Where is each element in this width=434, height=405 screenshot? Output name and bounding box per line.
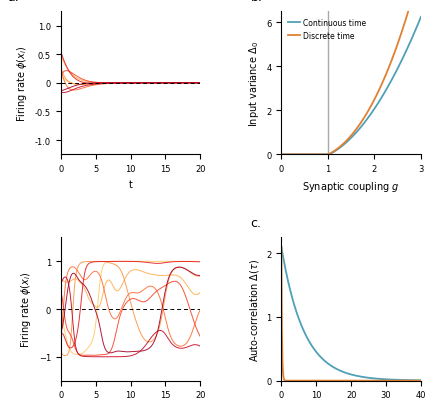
Continuous time <box>308 153 313 158</box>
Discrete time <box>375 92 380 96</box>
Legend: Continuous time, Discrete time: Continuous time, Discrete time <box>285 16 369 44</box>
Line: Discrete time: Discrete time <box>281 0 421 155</box>
Text: a.: a. <box>8 0 20 4</box>
Continuous time <box>279 153 284 158</box>
Continuous time <box>316 153 322 158</box>
Y-axis label: Auto-correlation $\Delta(\tau)$: Auto-correlation $\Delta(\tau)$ <box>248 258 261 361</box>
X-axis label: Synaptic coupling $g$: Synaptic coupling $g$ <box>302 179 400 193</box>
Continuous time <box>389 78 394 83</box>
Discrete time <box>279 153 284 158</box>
Discrete time <box>308 153 313 158</box>
Discrete time <box>316 153 322 158</box>
Line: Continuous time: Continuous time <box>281 18 421 155</box>
Discrete time <box>389 59 394 64</box>
Text: b.: b. <box>251 0 263 4</box>
Continuous time <box>375 102 380 107</box>
Continuous time <box>414 27 419 32</box>
X-axis label: t: t <box>128 179 132 189</box>
Y-axis label: Input variance $\Delta_0$: Input variance $\Delta_0$ <box>247 40 261 126</box>
Text: c.: c. <box>251 216 262 229</box>
Y-axis label: Firing rate $\phi(x_i)$: Firing rate $\phi(x_i)$ <box>19 271 33 347</box>
Y-axis label: Firing rate $\phi(x_i)$: Firing rate $\phi(x_i)$ <box>15 45 30 122</box>
Continuous time <box>418 15 424 20</box>
Continuous time <box>356 128 362 132</box>
Discrete time <box>356 124 362 129</box>
